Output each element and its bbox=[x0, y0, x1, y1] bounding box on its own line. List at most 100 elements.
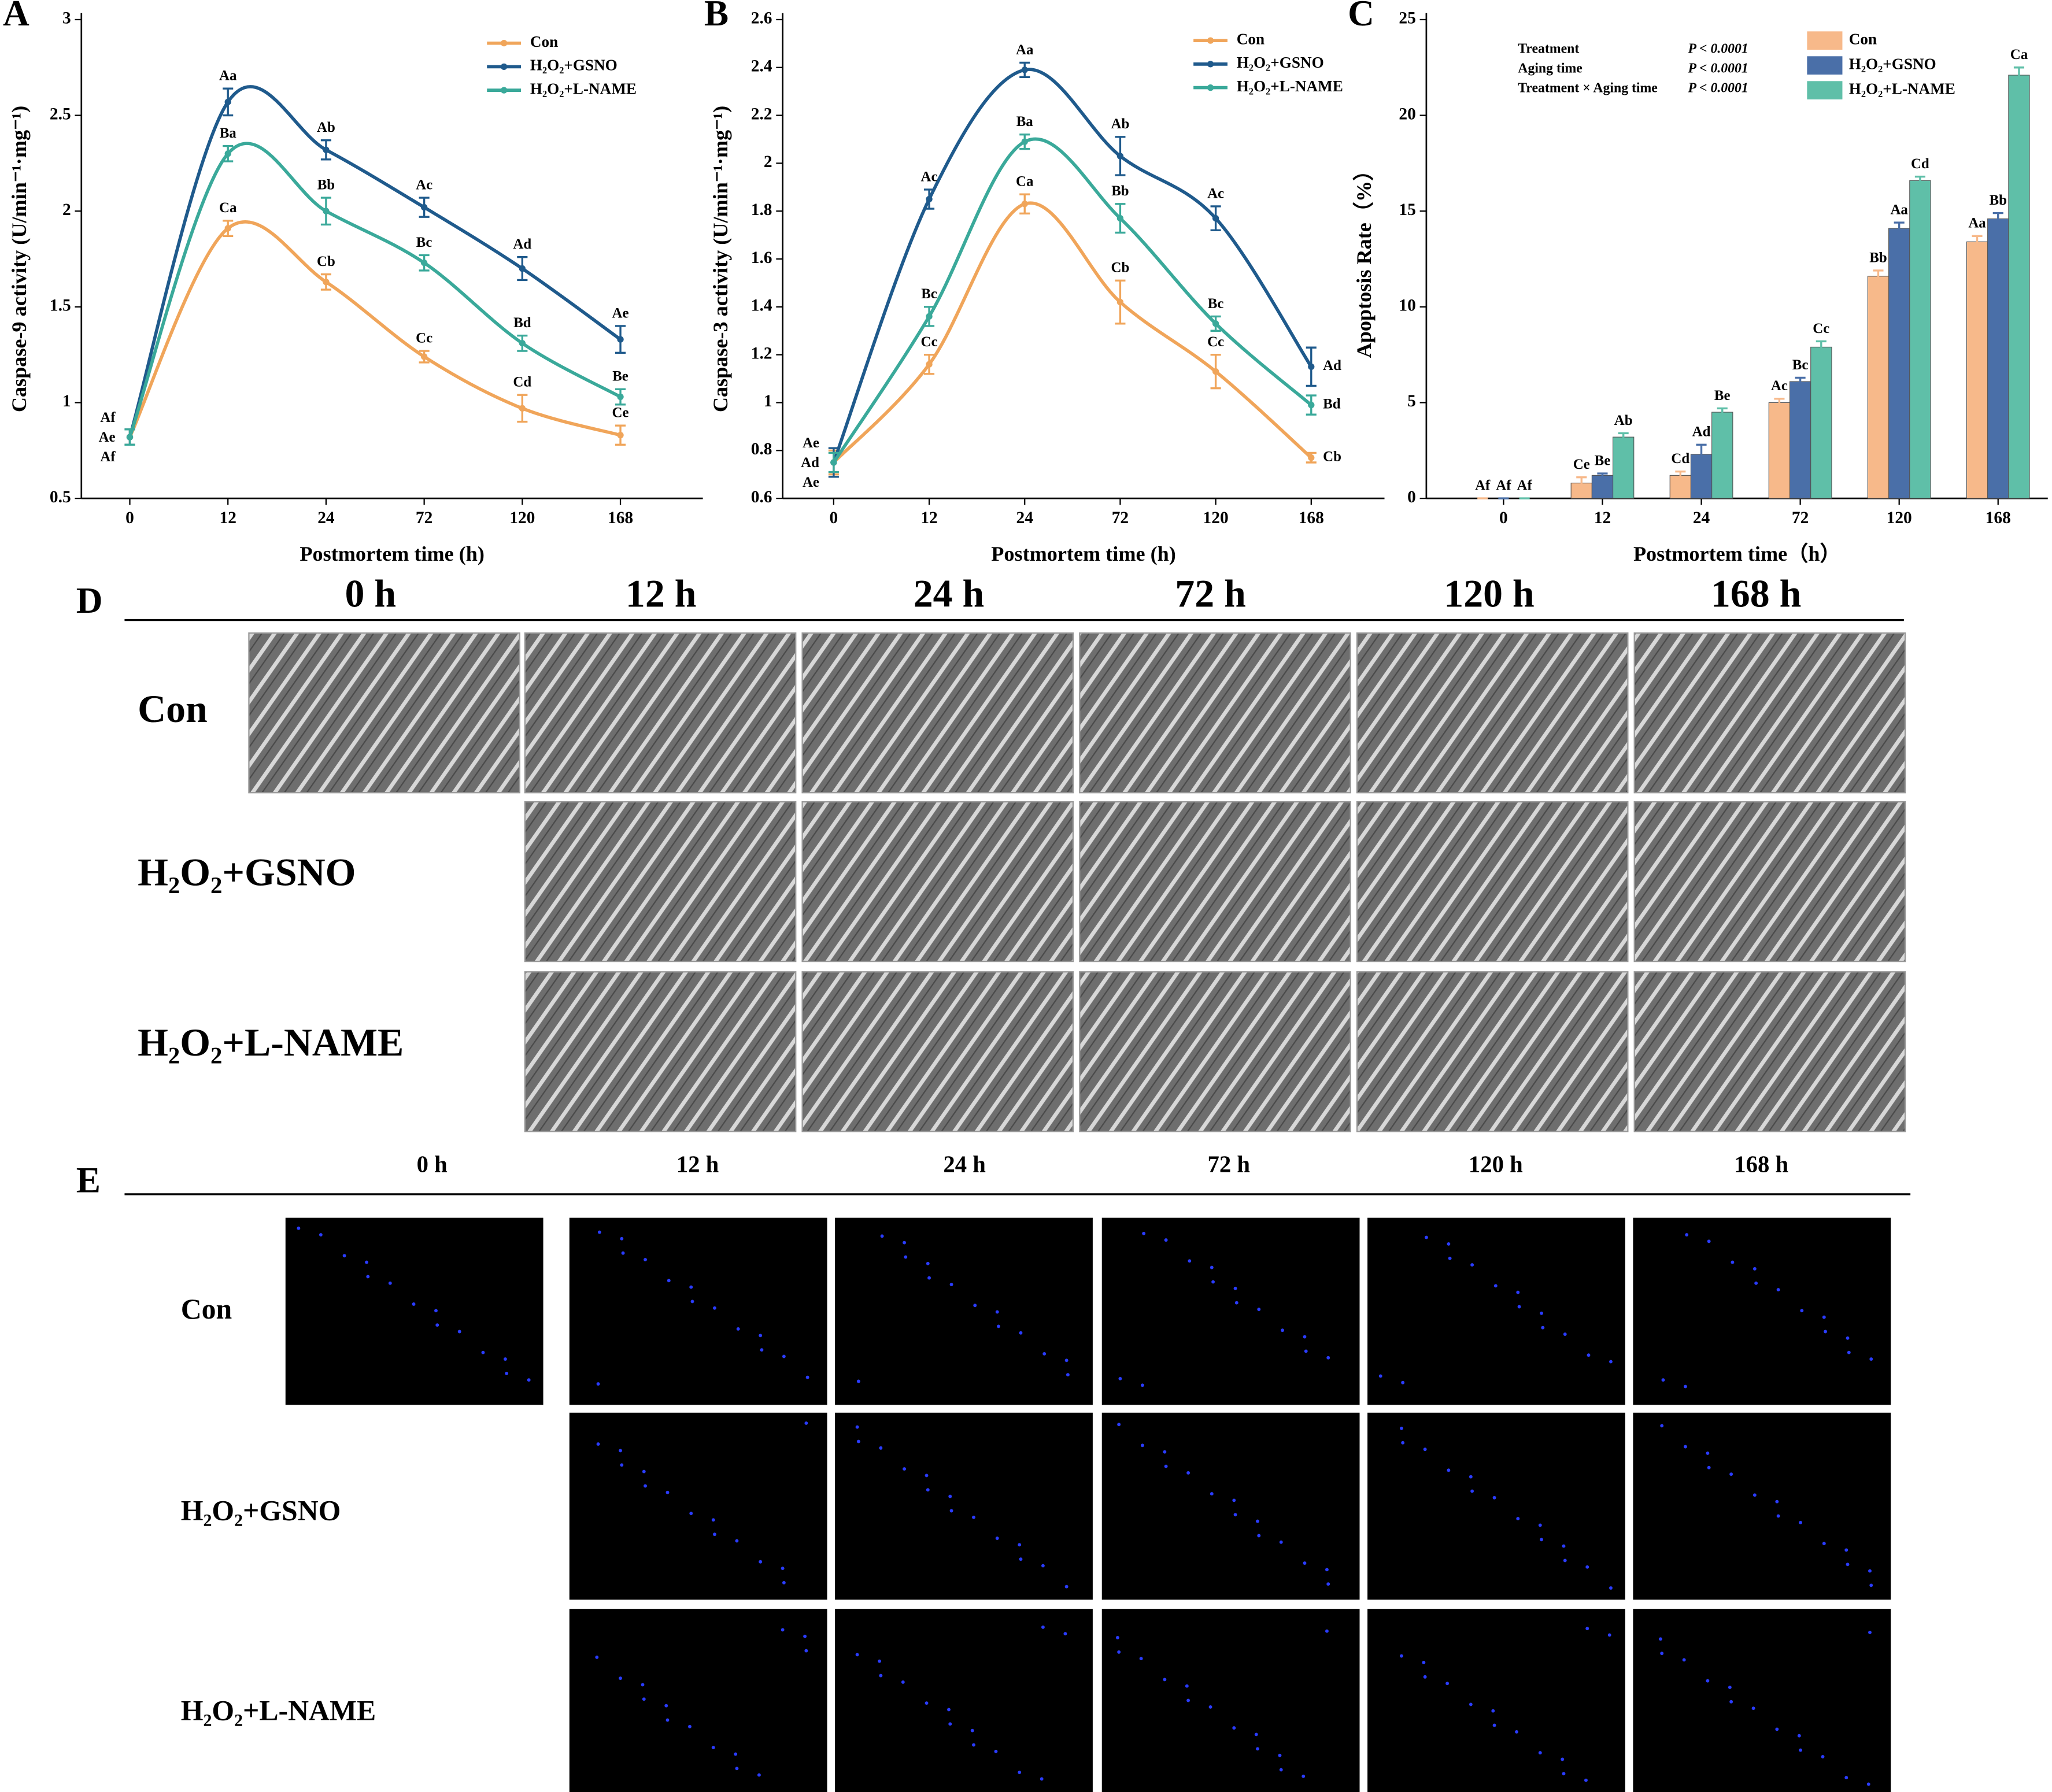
row-label: H₂O₂+GSNO bbox=[138, 851, 356, 894]
column-header: 24 h bbox=[914, 572, 985, 616]
nucleus bbox=[1869, 1583, 1873, 1587]
nucleus bbox=[903, 1467, 907, 1471]
nucleus bbox=[1706, 1679, 1710, 1683]
stats-label: Treatment × Aging time bbox=[1518, 80, 1658, 95]
nucleus bbox=[1117, 1650, 1121, 1654]
significance-label: Ac bbox=[416, 177, 432, 192]
nucleus bbox=[1401, 1441, 1405, 1445]
y-axis-title: Apoptosis Rate（%） bbox=[1352, 160, 1376, 358]
stats-p: P < 0.0001 bbox=[1687, 80, 1748, 95]
bar bbox=[1669, 475, 1692, 499]
y-tick-label: 0 bbox=[1407, 488, 1416, 506]
nucleus bbox=[620, 1463, 624, 1467]
significance-label: Ce bbox=[612, 405, 629, 421]
nucleus bbox=[1822, 1542, 1826, 1546]
nucleus bbox=[1585, 1627, 1589, 1631]
tem-image bbox=[248, 632, 520, 794]
nucleus bbox=[1211, 1280, 1215, 1284]
nucleus bbox=[1584, 1778, 1588, 1782]
y-tick-label: 0.8 bbox=[751, 440, 772, 458]
x-axis-title: Postmortem time (h) bbox=[991, 542, 1176, 565]
nucleus bbox=[1562, 1772, 1566, 1776]
y-tick-label: 2 bbox=[764, 153, 772, 171]
nucleus bbox=[1585, 1565, 1589, 1569]
bar bbox=[1789, 381, 1811, 499]
significance-label: Ad bbox=[1323, 358, 1341, 373]
nucleus bbox=[757, 1773, 761, 1777]
nucleus bbox=[1587, 1353, 1591, 1357]
nucleus bbox=[1844, 1548, 1848, 1552]
x-tick-label: 168 bbox=[608, 509, 633, 527]
significance-label: Ad bbox=[801, 455, 819, 471]
nucleus bbox=[1752, 1267, 1757, 1271]
bar bbox=[1909, 180, 1931, 499]
nucleus bbox=[1164, 1238, 1168, 1242]
nucleus bbox=[1683, 1445, 1687, 1449]
column-header: 0 h bbox=[345, 572, 397, 616]
nucleus bbox=[1185, 1684, 1189, 1688]
bar bbox=[1966, 241, 1988, 499]
panel-letter: D bbox=[76, 580, 103, 621]
nucleus bbox=[856, 1379, 860, 1383]
x-axis-title: Postmortem time（h） bbox=[1633, 542, 1841, 565]
panel-letter: C bbox=[1348, 0, 1374, 34]
stats-p: P < 0.0001 bbox=[1687, 41, 1748, 56]
nucleus bbox=[1041, 1625, 1045, 1629]
nucleus bbox=[1281, 1328, 1284, 1332]
nucleus bbox=[804, 1649, 808, 1653]
significance-label: Be bbox=[1714, 388, 1731, 403]
panel-letter: E bbox=[76, 1160, 101, 1200]
fluorescence-image bbox=[835, 1412, 1093, 1600]
y-tick-label: 20 bbox=[1399, 105, 1415, 123]
nucleus bbox=[855, 1653, 859, 1657]
nucleus bbox=[1018, 1543, 1022, 1547]
bar bbox=[1768, 402, 1791, 499]
fluorescence-image bbox=[1633, 1609, 1891, 1792]
column-header: 24 h bbox=[943, 1152, 986, 1178]
nucleus bbox=[1234, 1301, 1238, 1305]
significance-label: Ab bbox=[1111, 116, 1130, 132]
y-tick-label: 2.5 bbox=[50, 105, 71, 123]
nucleus bbox=[1707, 1465, 1711, 1469]
tem-image bbox=[1356, 801, 1629, 962]
nucleus bbox=[1538, 1751, 1542, 1755]
bar bbox=[1987, 218, 2009, 499]
legend-marker bbox=[1207, 37, 1214, 44]
y-tick-label: 2.4 bbox=[751, 57, 772, 76]
y-tick-label: 5 bbox=[1407, 392, 1416, 410]
nucleus bbox=[1186, 1698, 1190, 1702]
nucleus bbox=[1326, 1582, 1330, 1586]
legend-label: Con bbox=[1849, 30, 1877, 47]
nucleus bbox=[1609, 1360, 1613, 1364]
nucleus bbox=[1256, 1519, 1259, 1523]
nucleus bbox=[735, 1767, 739, 1771]
nucleus bbox=[1257, 1534, 1261, 1538]
fluorescence-image bbox=[1367, 1412, 1625, 1600]
nucleus bbox=[1799, 1520, 1803, 1524]
nucleus bbox=[1683, 1384, 1687, 1389]
nucleus bbox=[711, 1746, 715, 1750]
fluorescence-image bbox=[835, 1217, 1093, 1405]
nucleus bbox=[1563, 1558, 1567, 1563]
legend-marker bbox=[1207, 61, 1214, 68]
nucleus bbox=[1233, 1286, 1237, 1290]
x-tick-label: 120 bbox=[1203, 509, 1229, 527]
nucleus bbox=[641, 1683, 645, 1687]
bar bbox=[1810, 346, 1832, 499]
y-tick-label: 15 bbox=[1399, 201, 1415, 219]
legend-marker bbox=[1207, 84, 1214, 91]
nucleus bbox=[1256, 1747, 1259, 1751]
nucleus bbox=[1492, 1495, 1496, 1499]
tem-image bbox=[1356, 632, 1629, 794]
fluorescence-image bbox=[1633, 1217, 1891, 1405]
nucleus bbox=[1660, 1652, 1664, 1656]
nucleus bbox=[1140, 1443, 1144, 1447]
nucleus bbox=[1607, 1633, 1611, 1637]
nucleus bbox=[1164, 1464, 1168, 1468]
nucleus bbox=[1040, 1777, 1044, 1781]
nucleus bbox=[1493, 1284, 1498, 1288]
significance-label: Bd bbox=[513, 315, 531, 331]
series-line bbox=[832, 68, 1313, 463]
significance-label: Bb bbox=[317, 177, 335, 192]
